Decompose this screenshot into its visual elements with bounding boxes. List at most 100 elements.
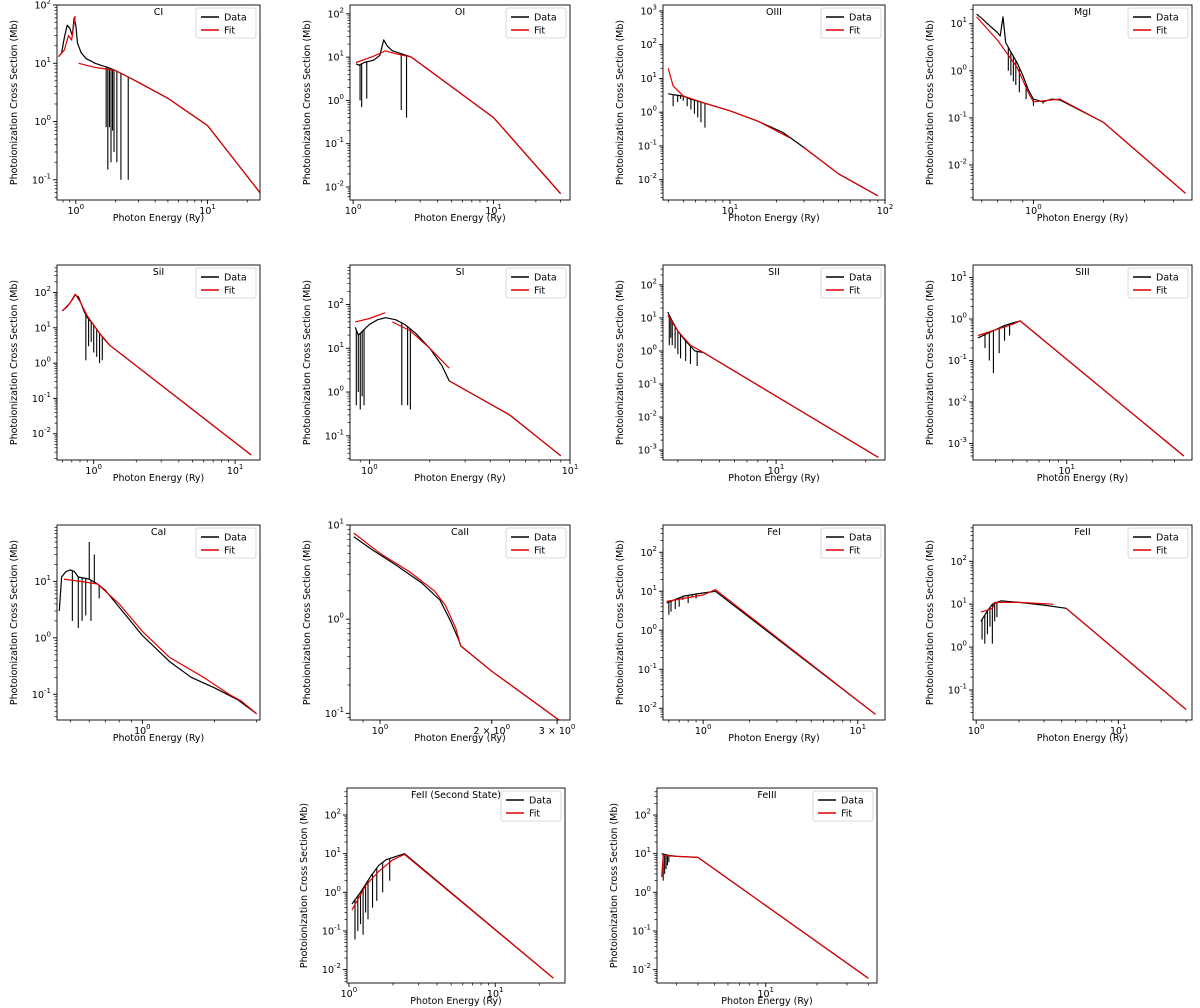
series-fit <box>58 15 260 194</box>
y-tick-label: 10-2 <box>948 394 967 408</box>
y-tick-label: 101 <box>34 56 51 70</box>
series-line-fit <box>661 854 869 979</box>
axes-frame <box>972 524 1193 721</box>
y-tick-label: 102 <box>634 808 651 822</box>
legend: Data Fit <box>500 790 562 822</box>
y-axis-label: Photoionization Cross Section (Mb) <box>925 20 936 185</box>
y-tick-label: 10-2 <box>32 426 51 440</box>
legend-label-fit: Fit <box>1156 546 1167 557</box>
legend-label-data: Data <box>849 13 872 24</box>
axes-frame <box>349 4 571 201</box>
x-axis-label: Photon Energy (Ry) <box>414 473 506 484</box>
series-data <box>353 536 560 720</box>
chart-title: SI <box>456 267 465 278</box>
axes-frame <box>349 524 571 721</box>
legend-label-fit: Fit <box>224 546 235 557</box>
chart-title: SiI <box>153 267 164 278</box>
y-axis-label: Photoionization Cross Section (Mb) <box>9 280 20 445</box>
series-line-fit <box>351 853 554 979</box>
x-axis-label: Photon Energy (Ry) <box>414 733 506 744</box>
series-line-data <box>353 536 560 720</box>
y-tick-label: 10-1 <box>632 923 651 937</box>
series-line-fit <box>392 321 450 369</box>
y-tick-label: 10-2 <box>632 962 651 976</box>
legend: Data Fit <box>1127 527 1189 559</box>
y-tick-label: 10-1 <box>638 138 657 152</box>
legend: Data Fit <box>195 7 257 39</box>
series-fit <box>976 16 1186 194</box>
legend-label-data: Data <box>841 796 864 807</box>
x-axis-label: Photon Energy (Ry) <box>113 473 205 484</box>
y-tick-label: 101 <box>327 341 344 355</box>
x-tick-label: 100 <box>134 723 151 737</box>
y-tick-label: 100 <box>640 623 657 637</box>
x-tick-label: 100 <box>372 723 389 737</box>
y-tick-label: 102 <box>327 6 344 20</box>
legend: Data Fit <box>505 7 567 39</box>
series-line-fit <box>803 147 879 197</box>
subplot-cai: 100 10-1 100 101 Photon Energy (Ry) Photoioni… <box>9 524 261 744</box>
series-line-data <box>58 569 257 715</box>
y-axis-label: Photoionization Cross Section (Mb) <box>615 20 626 185</box>
y-tick-label: 100 <box>327 385 344 399</box>
legend-label-fit: Fit <box>1156 26 1167 37</box>
series-line-data <box>58 17 260 194</box>
legend-label-fit: Fit <box>849 26 860 37</box>
chart-title: CaI <box>151 527 166 538</box>
axes-frame <box>972 264 1193 461</box>
y-tick-label: 100 <box>327 93 344 107</box>
series-data <box>667 311 879 458</box>
series-data <box>666 590 876 715</box>
legend-label-fit: Fit <box>534 286 545 297</box>
legend-label-data: Data <box>1156 13 1179 24</box>
series-line-data <box>668 93 879 197</box>
series-data <box>351 853 554 979</box>
series-line-data <box>980 600 1187 711</box>
axes-frame <box>662 4 886 201</box>
y-axis-label: Photoionization Cross Section (Mb) <box>925 540 936 705</box>
series-data <box>355 39 562 195</box>
y-axis-label: Photoionization Cross Section (Mb) <box>615 540 626 705</box>
legend: Data Fit <box>505 267 567 299</box>
y-tick-label: 102 <box>950 554 967 568</box>
legend-label-data: Data <box>849 273 872 284</box>
x-tick-label: 101 <box>1058 463 1075 477</box>
x-tick-label: 101 <box>757 986 774 1000</box>
y-axis-label: Photoionization Cross Section (Mb) <box>615 280 626 445</box>
y-tick-label: 101 <box>34 574 51 588</box>
series-fit <box>351 853 554 979</box>
y-tick-label: 102 <box>34 285 51 299</box>
chart-title: FeII (Second State) <box>411 790 501 801</box>
series-line-fit <box>1065 607 1187 711</box>
y-tick-label: 102 <box>640 37 657 51</box>
chart-title: FeIII <box>757 790 776 801</box>
legend-label-data: Data <box>1156 273 1179 284</box>
x-axis-label: Photon Energy (Ry) <box>728 473 820 484</box>
series-data <box>668 93 879 197</box>
chart-title: CI <box>154 7 163 18</box>
x-tick-label: 101 <box>199 203 216 217</box>
series-data <box>980 600 1187 711</box>
series-line-fit <box>448 380 562 457</box>
y-axis-label: Photoionization Cross Section (Mb) <box>302 20 313 185</box>
chart-title: CaII <box>451 527 469 538</box>
x-tick-label: 101 <box>1110 723 1127 737</box>
y-axis-label: Photoionization Cross Section (Mb) <box>925 280 936 445</box>
y-tick-label: 102 <box>640 545 657 559</box>
series-line-fit <box>61 293 252 456</box>
legend: Data Fit <box>195 267 257 299</box>
subplot-ci: 100 101 10-1 100 101 102 Photon Energy (Ry) Pho… <box>9 0 261 224</box>
series-line-data <box>351 853 554 979</box>
y-tick-label: 100 <box>950 640 967 654</box>
series-fit <box>977 320 1185 457</box>
series-data <box>661 853 869 979</box>
y-tick-label: 10-1 <box>948 683 967 697</box>
axes-frame <box>656 787 878 984</box>
series-line-data <box>977 320 1185 457</box>
x-tick-label: 102 <box>877 203 894 217</box>
series-line-data <box>666 590 876 715</box>
series-line-fit <box>980 601 1054 613</box>
series-fit <box>355 50 562 195</box>
legend-label-data: Data <box>224 533 247 544</box>
